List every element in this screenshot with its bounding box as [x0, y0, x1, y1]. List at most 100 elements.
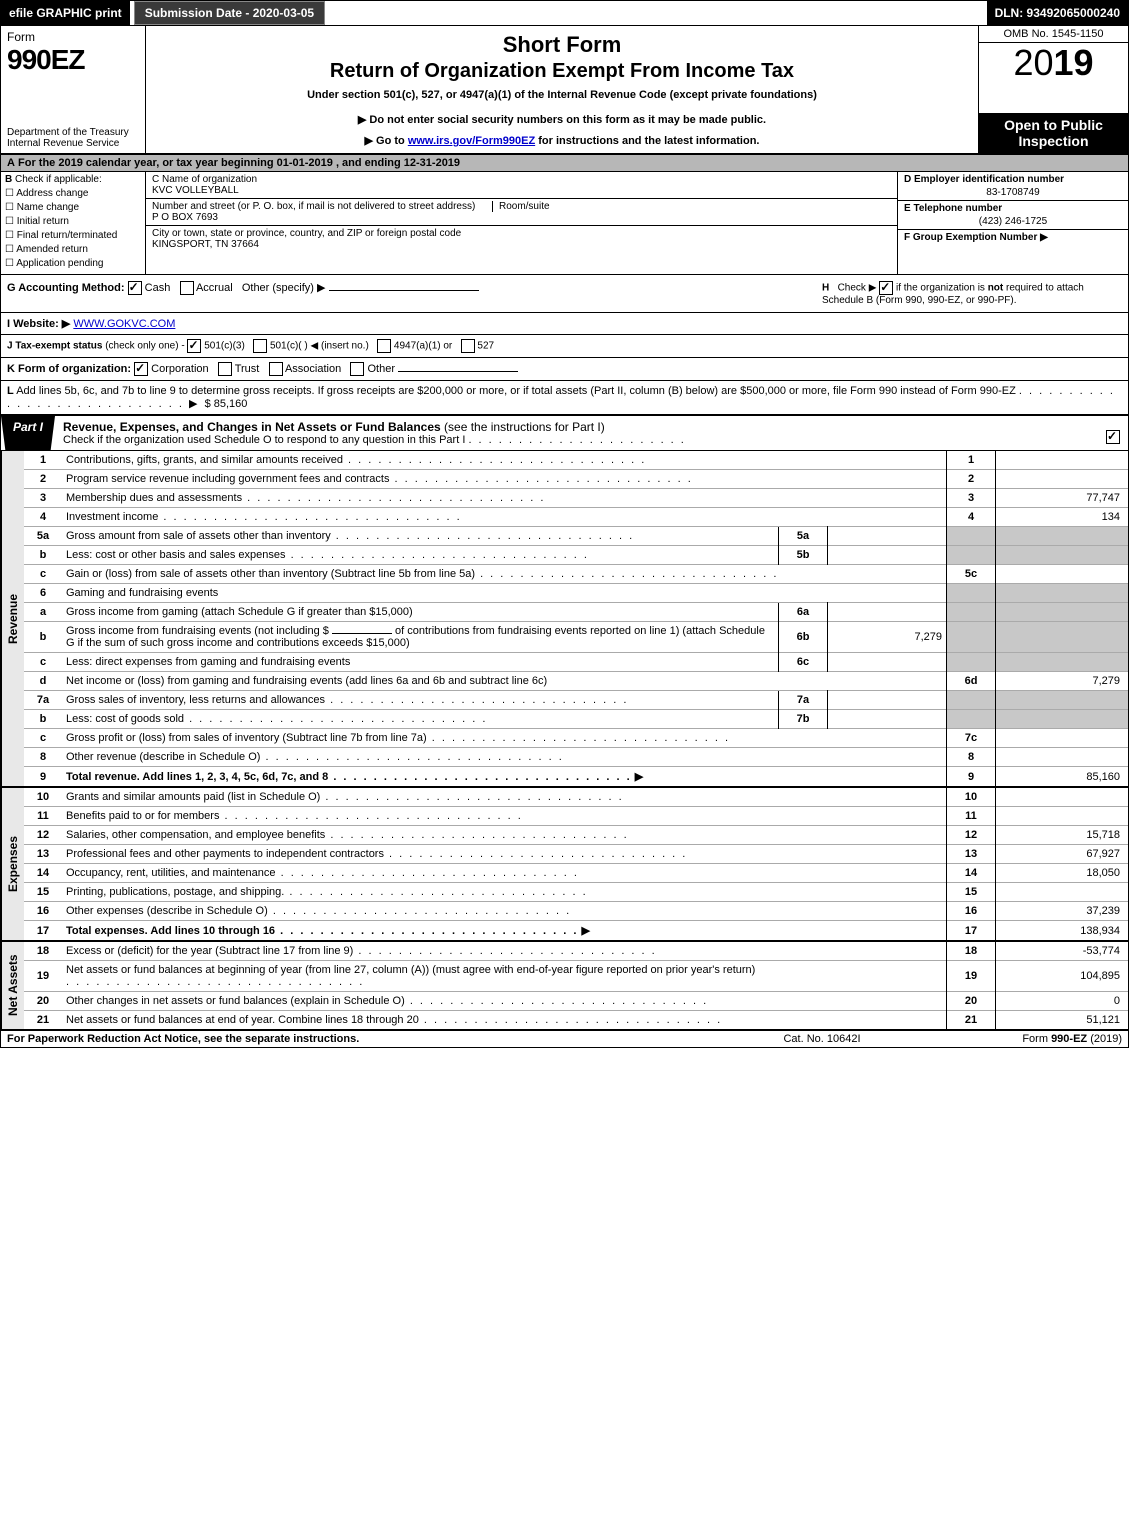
l-text: Add lines 5b, 6c, and 7b to line 9 to de… — [16, 385, 1016, 397]
footer-left: For Paperwork Reduction Act Notice, see … — [7, 1033, 722, 1045]
line-20: 20 Other changes in net assets or fund b… — [24, 992, 1128, 1011]
line-5c: c Gain or (loss) from sale of assets oth… — [24, 565, 1128, 584]
k-trust: Trust — [235, 363, 260, 375]
g-accounting: G Accounting Method: Cash Accrual Other … — [7, 281, 822, 306]
row-org-name: C Name of organization KVC VOLLEYBALL — [146, 172, 897, 199]
ein-value: 83-1708749 — [904, 187, 1122, 198]
line-1-col: 1 — [947, 451, 996, 470]
chk-address-change[interactable]: ☐ Address change — [5, 188, 141, 199]
org-name-cell: C Name of organization KVC VOLLEYBALL — [146, 172, 897, 198]
k-assoc: Association — [285, 363, 341, 375]
city-cell: City or town, state or province, country… — [146, 226, 897, 252]
chk-initial-return[interactable]: ☐ Initial return — [5, 216, 141, 227]
group-exemption-cell: F Group Exemption Number ▶ — [898, 230, 1128, 247]
chk-527[interactable] — [461, 339, 475, 353]
chk-accrual[interactable] — [180, 281, 194, 295]
g-accrual: Accrual — [196, 282, 233, 294]
period-line: A For the 2019 calendar year, or tax yea… — [1, 155, 1128, 172]
website-label: I Website: ▶ — [7, 318, 70, 330]
chk-cash[interactable] — [128, 281, 142, 295]
net-assets-section: Net Assets 18 Excess or (deficit) for th… — [1, 942, 1128, 1031]
group-exemption-label: F Group Exemption Number ▶ — [904, 232, 1048, 243]
k-other-line[interactable] — [398, 371, 518, 372]
line-15: 15 Printing, publications, postage, and … — [24, 883, 1128, 902]
dln-label: DLN: 93492065000240 — [987, 1, 1128, 25]
k-corp: Corporation — [151, 363, 208, 375]
g-other-line[interactable] — [329, 290, 479, 291]
chk-amended-return[interactable]: ☐ Amended return — [5, 244, 141, 255]
goto-post: for instructions and the latest informat… — [538, 135, 759, 147]
j-501c: 501(c)( ) — [270, 341, 308, 352]
part-i-sub: Check if the organization used Schedule … — [63, 434, 1090, 446]
website-row: I Website: ▶ WWW.GOKVC.COM — [1, 313, 1128, 335]
k-other: Other — [367, 363, 395, 375]
h-schedule-b: H Check ▶ if the organization is not req… — [822, 281, 1122, 306]
line-5a: 5a Gross amount from sale of assets othe… — [24, 527, 1128, 546]
header-block: Form 990EZ Department of the Treasury In… — [1, 26, 1128, 155]
omb-number: OMB No. 1545-1150 — [979, 26, 1128, 43]
line-14: 14 Occupancy, rent, utilities, and maint… — [24, 864, 1128, 883]
row-address: Number and street (or P. O. box, if mail… — [146, 199, 897, 226]
phone-label: E Telephone number — [904, 203, 1002, 214]
j-label: J Tax-exempt status — [7, 341, 102, 352]
chk-corporation[interactable] — [134, 362, 148, 376]
chk-4947[interactable] — [377, 339, 391, 353]
line-6d: d Net income or (loss) from gaming and f… — [24, 672, 1128, 691]
chk-application-pending[interactable]: ☐ Application pending — [5, 258, 141, 269]
open-to-public-box: Open to Public Inspection — [979, 113, 1128, 153]
chk-501c[interactable] — [253, 339, 267, 353]
expenses-table: 10 Grants and similar amounts paid (list… — [24, 788, 1128, 940]
j-insert: ◀ (insert no.) — [311, 341, 369, 352]
short-form-title: Short Form — [156, 32, 968, 58]
h-not: not — [988, 283, 1004, 294]
header-center: Short Form Return of Organization Exempt… — [146, 26, 978, 153]
part-i-title: Revenue, Expenses, and Changes in Net As… — [55, 416, 1098, 450]
expenses-sidetab: Expenses — [1, 788, 24, 940]
dept-treasury: Department of the Treasury Internal Reve… — [7, 127, 139, 149]
form-container: efile GRAPHIC print Submission Date - 20… — [0, 0, 1129, 1048]
tax-year: 2019 — [979, 43, 1128, 81]
revenue-section: Revenue 1 Contributions, gifts, grants, … — [1, 451, 1128, 788]
gh-row: G Accounting Method: Cash Accrual Other … — [1, 275, 1128, 313]
g-cash: Cash — [145, 282, 171, 294]
efile-print-label[interactable]: efile GRAPHIC print — [1, 1, 130, 25]
line-6b-blank[interactable] — [332, 633, 392, 634]
chk-trust[interactable] — [218, 362, 232, 376]
part-i-tab: Part I — [1, 416, 55, 450]
line-18: 18 Excess or (deficit) for the year (Sub… — [24, 942, 1128, 961]
footer-center: Cat. No. 10642I — [722, 1033, 922, 1045]
chk-other-org[interactable] — [350, 362, 364, 376]
chk-501c3[interactable] — [187, 339, 201, 353]
line-16: 16 Other expenses (describe in Schedule … — [24, 902, 1128, 921]
top-bar: efile GRAPHIC print Submission Date - 20… — [1, 1, 1128, 26]
part-i-checkbox[interactable] — [1098, 416, 1128, 450]
footer-right-post: (2019) — [1090, 1033, 1122, 1045]
website-link[interactable]: WWW.GOKVC.COM — [73, 318, 175, 330]
chk-schedule-b[interactable] — [879, 281, 893, 295]
part-i-header: Part I Revenue, Expenses, and Changes in… — [1, 416, 1128, 451]
tax-exempt-row: J Tax-exempt status (check only one) - 5… — [1, 335, 1128, 358]
chk-final-return[interactable]: ☐ Final return/terminated — [5, 230, 141, 241]
city-label: City or town, state or province, country… — [152, 228, 891, 239]
room-label: Room/suite — [492, 201, 550, 212]
form-word: Form — [7, 30, 139, 44]
expenses-section: Expenses 10 Grants and similar amounts p… — [1, 788, 1128, 942]
chk-association[interactable] — [269, 362, 283, 376]
footer-right-pre: Form — [1022, 1033, 1051, 1045]
form-of-org-row: K Form of organization: Corporation Trus… — [1, 358, 1128, 381]
line-6: 6 Gaming and fundraising events — [24, 584, 1128, 603]
irs-link[interactable]: www.irs.gov/Form990EZ — [408, 135, 535, 147]
line-3: 3 Membership dues and assessments 3 77,7… — [24, 489, 1128, 508]
line-8: 8 Other revenue (describe in Schedule O)… — [24, 748, 1128, 767]
topbar-spacer — [325, 1, 986, 25]
entity-right-col: D Employer identification number 83-1708… — [897, 172, 1128, 274]
h-text2: if the organization is — [896, 283, 988, 294]
address-value: P O BOX 7693 — [152, 212, 891, 223]
address-cell: Number and street (or P. O. box, if mail… — [146, 199, 897, 225]
chk-name-change[interactable]: ☐ Name change — [5, 202, 141, 213]
address-label: Number and street (or P. O. box, if mail… — [152, 201, 475, 212]
phone-value: (423) 246-1725 — [904, 216, 1122, 227]
j-501c3: 501(c)(3) — [204, 341, 245, 352]
chk-schedule-o[interactable] — [1106, 430, 1120, 444]
form-number: 990EZ — [7, 44, 139, 76]
